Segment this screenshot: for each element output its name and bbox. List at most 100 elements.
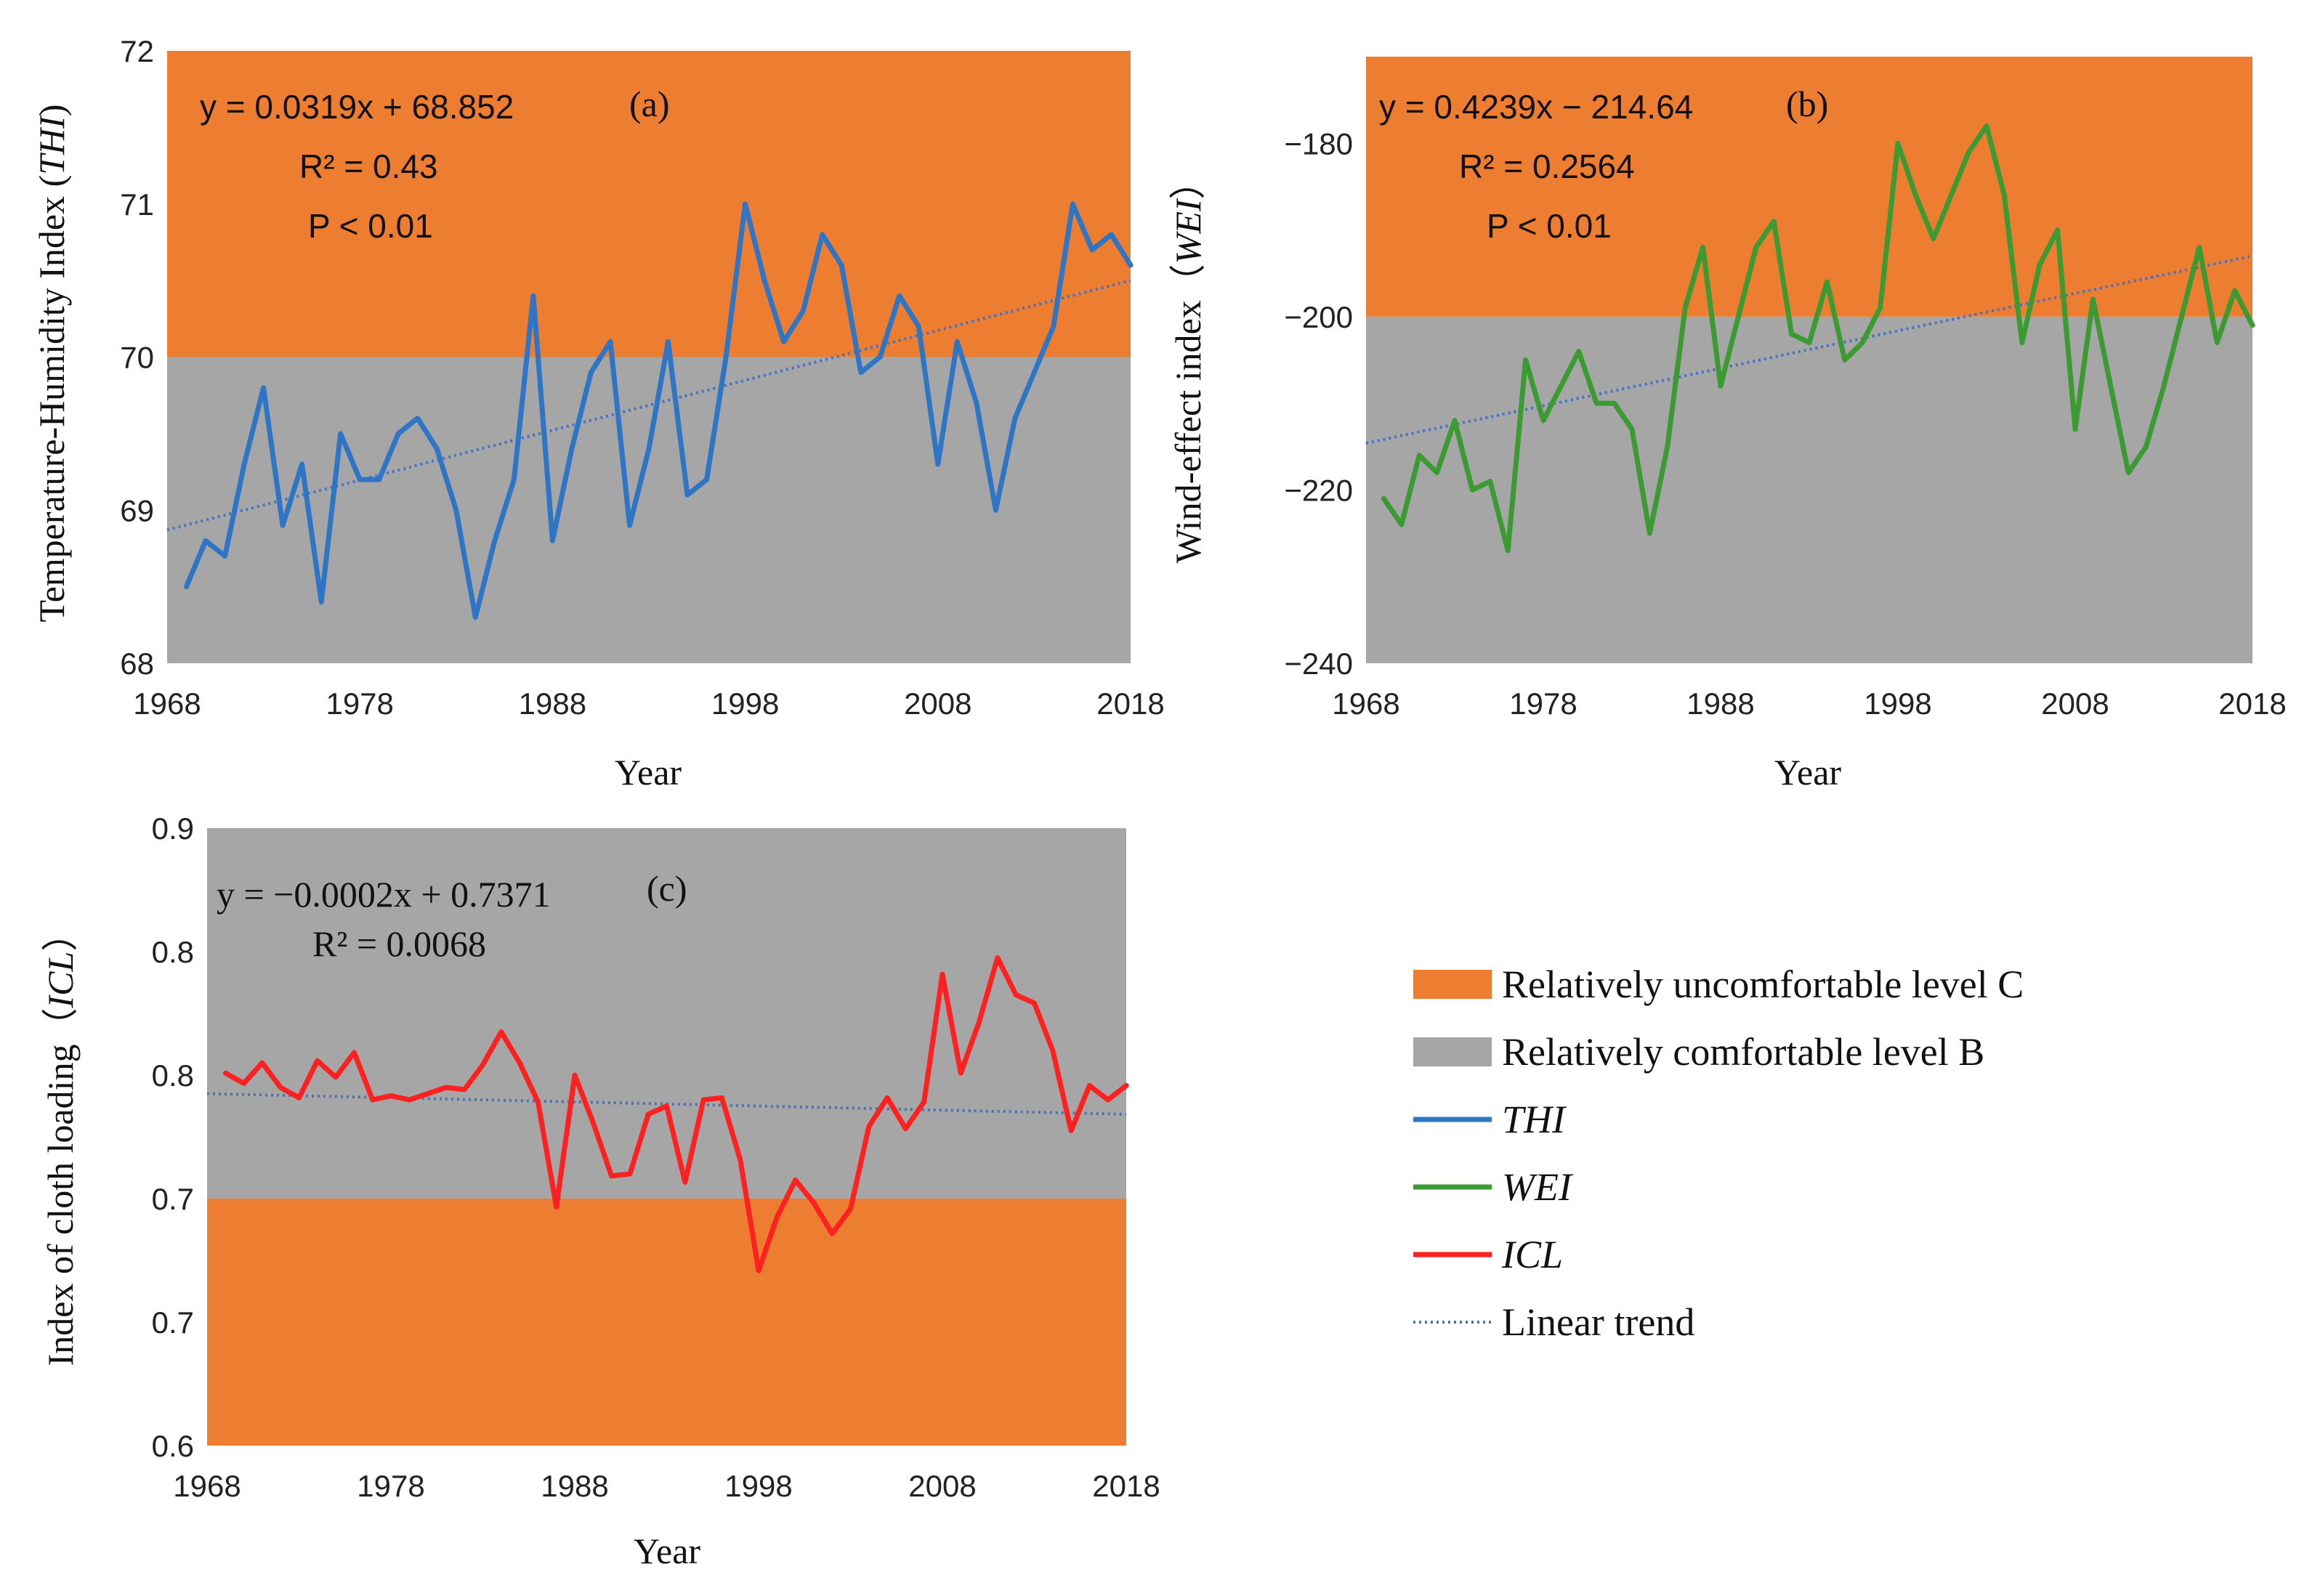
panel-a-point	[280, 523, 286, 528]
panel-b-y-tick-label: −180	[1284, 126, 1353, 161]
panel-c-point	[517, 1061, 522, 1065]
panel-c-point	[793, 1178, 798, 1183]
panel-b-point	[1683, 305, 1688, 310]
panel-b-y-tick-label: −200	[1284, 300, 1353, 334]
panel-a-point	[1051, 324, 1056, 329]
panel-a-point	[704, 477, 709, 482]
panel-c-point	[278, 1085, 283, 1090]
panel-b-point	[1966, 150, 1971, 155]
panel-b-x-tick-label: 1988	[1686, 686, 1754, 721]
panel-a-point	[801, 309, 806, 314]
panel-c-series-icl	[222, 955, 1129, 1273]
panel-a-point	[607, 339, 613, 344]
panel-c-point	[1087, 1083, 1092, 1088]
panel-a-point	[878, 355, 883, 360]
panel-a-point	[473, 615, 478, 620]
panel-b-point	[1630, 426, 1634, 432]
panel-a-point	[589, 370, 594, 375]
panel-a-y-ticks: 68 69 70 71 72	[120, 34, 154, 681]
panel-b-x-tick-label: 2018	[2218, 686, 2286, 721]
panel-c-x-tick-label: 1998	[724, 1469, 792, 1503]
panel-c-point	[407, 1098, 412, 1102]
panel-b-point	[1612, 401, 1617, 406]
panel-a-thi: 68 69 70 71 72 1968 1978 1988 1998 2008 2018 y = …	[31, 34, 1165, 793]
panel-a-point	[993, 508, 998, 513]
panel-a-point	[338, 431, 343, 436]
panel-b-point	[1665, 444, 1670, 449]
panel-c-point	[334, 1074, 339, 1079]
panel-b-r-squared: R² = 0.2564	[1459, 147, 1635, 185]
panel-b-point	[1470, 487, 1475, 493]
panel-c-point	[775, 1215, 780, 1220]
panel-a-y-tick-label: 68	[120, 647, 154, 681]
panel-b-wei: −240 −220 −200 −180 1968 1978 1988 1998 2008 201…	[1168, 57, 2287, 793]
panel-c-point	[259, 1061, 264, 1065]
panel-c-x-ticks: 1968 1978 1988 1998 2008 2018	[173, 1469, 1160, 1503]
panel-a-point	[685, 493, 690, 498]
panel-a-x-ticks: 1968 1978 1988 1998 2008 2018	[133, 686, 1164, 721]
panel-b-point	[1541, 418, 1546, 423]
panel-b-point	[2179, 314, 2184, 319]
panel-b-point	[1771, 219, 1777, 224]
panel-a-point	[743, 201, 748, 206]
panel-b-point	[1452, 418, 1457, 423]
legend-swatch-comfortable	[1413, 1037, 1492, 1066]
panel-c-x-tick-label: 2018	[1092, 1469, 1160, 1503]
panel-c-x-tick-label: 1978	[357, 1469, 424, 1503]
panel-c-point	[940, 972, 945, 977]
panel-b-point	[2037, 262, 2043, 267]
panel-c-y-tick-label: 0.8	[152, 1058, 194, 1093]
panel-c-point	[591, 1120, 596, 1125]
panel-b-point	[1842, 357, 1847, 362]
panel-c-point	[1050, 1048, 1055, 1053]
panel-a-point	[858, 370, 863, 375]
panel-c-point	[664, 1103, 669, 1109]
panel-b-point	[2144, 444, 2149, 449]
panel-a-point	[435, 446, 440, 451]
panel-a-point	[184, 584, 189, 589]
panel-b-point	[1417, 453, 1422, 458]
panel-a-point	[512, 477, 517, 482]
panel-a-point	[1032, 370, 1037, 375]
panel-b-point	[1559, 384, 1564, 389]
panel-b-y-ticks: −240 −220 −200 −180	[1284, 126, 1353, 681]
panel-b-band-uncomfortable	[1366, 57, 2252, 317]
panel-a-point	[530, 293, 536, 299]
panel-a-point	[415, 416, 420, 421]
legend-swatch-uncomfortable	[1413, 970, 1492, 999]
panel-a-point	[762, 278, 767, 283]
panel-c-point	[1105, 1098, 1110, 1102]
panel-b-point	[2126, 470, 2131, 475]
panel-b-band-comfortable	[1366, 316, 2252, 663]
panel-a-point	[492, 538, 497, 543]
panel-c-point	[389, 1093, 393, 1098]
panel-c-point	[554, 1204, 559, 1210]
panel-c-band-uncomfortable	[207, 1199, 1126, 1446]
panel-b-point	[1949, 193, 1954, 198]
panel-c-point	[1124, 1083, 1128, 1088]
panel-b-point	[1825, 280, 1830, 285]
panel-b-x-tick-label: 1998	[1864, 686, 1931, 721]
panel-a-point	[666, 339, 671, 344]
panel-a-point	[1070, 201, 1075, 206]
panel-b-point	[1860, 340, 1865, 345]
panel-b-label: (b)	[1786, 84, 1828, 124]
panel-b-point	[1913, 193, 1918, 198]
panel-a-point	[724, 355, 729, 360]
panel-b-point	[2215, 340, 2220, 345]
legend-item-trend: Linear trend	[1413, 1300, 1694, 1344]
panel-c-r-squared: R² = 0.0068	[312, 923, 486, 964]
panel-a-y-tick-label: 71	[120, 187, 154, 222]
legend-label-uncomfortable: Relatively uncomfortable level C	[1502, 963, 2024, 1006]
panel-c-point	[241, 1081, 246, 1086]
panel-b-point	[1523, 357, 1528, 362]
panel-c-y-tick-label: 0.7	[152, 1305, 194, 1340]
panel-b-point	[2002, 193, 2007, 198]
legend-label-comfortable: Relatively comfortable level B	[1502, 1030, 1984, 1074]
panel-b-point	[2055, 227, 2060, 232]
panel-b-point	[1896, 141, 1900, 146]
panel-b-y-tick-label: −220	[1284, 473, 1353, 507]
panel-c-y-tick-label: 0.7	[152, 1182, 194, 1216]
legend-label-trend: Linear trend	[1502, 1300, 1694, 1344]
